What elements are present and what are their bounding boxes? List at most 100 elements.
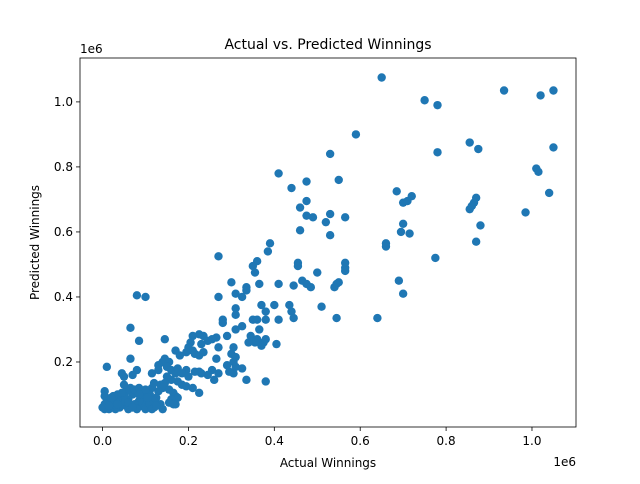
scatter-point — [128, 403, 137, 412]
scatter-point — [420, 96, 429, 105]
y-tick-label: 0.4 — [54, 290, 73, 304]
scatter-point — [117, 388, 127, 398]
scatter-point — [231, 325, 240, 334]
scatter-point — [377, 73, 386, 82]
scatter-point — [398, 289, 408, 298]
scatter-point — [302, 177, 311, 186]
scatter-point — [237, 292, 247, 302]
scatter-point — [340, 266, 350, 276]
scatter-point — [119, 380, 129, 389]
scatter-point — [231, 362, 240, 372]
scatter-point — [274, 279, 283, 289]
scatter-point — [403, 196, 412, 206]
x-tick-label: 0.2 — [179, 434, 198, 448]
scatter-point — [199, 348, 208, 357]
scatter-point — [287, 307, 296, 316]
scatter-point — [405, 229, 414, 238]
scatter-point — [476, 221, 485, 230]
scatter-point — [194, 388, 204, 398]
scatter-point — [214, 369, 223, 378]
x-tick-label: 0.6 — [351, 434, 370, 448]
scatter-point — [246, 331, 255, 341]
scatter-point — [433, 100, 442, 110]
scatter-point — [255, 279, 264, 289]
scatter-point — [499, 86, 509, 95]
scatter-point — [313, 268, 322, 277]
scatter-point — [317, 302, 326, 311]
scatter-point — [102, 362, 112, 372]
scatter-point — [154, 365, 163, 375]
scatter-point — [433, 148, 442, 157]
scatter-point — [203, 370, 212, 380]
scatter-point — [212, 354, 221, 363]
scatter-point — [308, 213, 318, 222]
scatter-point — [231, 289, 240, 298]
scatter-point — [302, 211, 311, 220]
scatter-point — [257, 341, 266, 350]
scatter-point — [306, 283, 316, 292]
scatter-point — [134, 336, 144, 346]
y-tick-label: 0.8 — [54, 160, 73, 174]
scatter-point — [188, 383, 197, 393]
scatter-point — [98, 403, 107, 412]
scatter-point — [536, 91, 545, 100]
x-axis-ticks: 0.0 0.2 0.4 0.6 0.8 1.0 — [93, 427, 542, 448]
scatter-point — [289, 313, 298, 323]
scatter-point — [244, 338, 253, 347]
x-tick-label: 0.0 — [93, 434, 112, 448]
scatter-point — [465, 138, 474, 147]
scatter-point — [132, 291, 142, 300]
scatter-point — [257, 300, 266, 310]
y-tick-label: 0.2 — [54, 355, 73, 369]
scatter-point — [128, 370, 137, 380]
scatter-point — [225, 367, 234, 376]
scatter-point — [295, 203, 305, 212]
scatter-point — [396, 227, 406, 237]
scatter-point — [255, 325, 264, 334]
scatter-point — [182, 348, 191, 357]
y-axis-label: Predicted Winnings — [28, 185, 42, 300]
scatter-point — [471, 237, 481, 246]
scatter-point — [173, 377, 182, 386]
scatter-point — [175, 351, 185, 360]
scatter-point — [272, 339, 281, 349]
scatter-point — [293, 261, 303, 271]
scatter-point — [158, 404, 167, 414]
scatter-point — [214, 252, 223, 261]
scatter-point — [261, 377, 270, 386]
scatter-point — [237, 364, 247, 373]
y-tick-label: 0.6 — [54, 225, 73, 239]
scatter-point — [143, 393, 152, 402]
scatter-point — [398, 219, 408, 229]
scatter-point — [248, 261, 258, 271]
y-axis-offset-label: 1e6 — [80, 42, 103, 56]
scatter-point — [222, 361, 232, 370]
scatter-point — [147, 369, 157, 378]
scatter-point — [160, 335, 170, 344]
scatter-point — [237, 322, 247, 331]
scatter-point — [261, 335, 270, 344]
scatter-point — [265, 239, 275, 248]
scatter-point — [173, 393, 182, 402]
scatter-point — [261, 307, 270, 316]
scatter-point — [227, 278, 236, 287]
y-axis-ticks: 0.2 0.4 0.6 0.8 1.0 — [54, 95, 80, 369]
scatter-point — [302, 196, 311, 206]
scatter-point — [126, 323, 135, 333]
scatter-point — [113, 400, 122, 409]
scatter-point — [100, 391, 109, 401]
scatter-point — [534, 167, 543, 176]
scatter-point — [190, 367, 200, 376]
scatter-point — [231, 310, 240, 320]
scatter-point — [169, 400, 178, 409]
scatter-point — [274, 169, 283, 178]
scatter-point — [154, 387, 163, 396]
scatter-point — [126, 354, 135, 363]
scatter-point — [104, 401, 114, 411]
x-axis-offset-label: 1e6 — [553, 455, 576, 469]
y-tick-label: 1.0 — [54, 95, 73, 109]
scatter-point — [261, 315, 270, 324]
scatter-point — [325, 149, 335, 159]
scatter-point — [231, 304, 240, 313]
